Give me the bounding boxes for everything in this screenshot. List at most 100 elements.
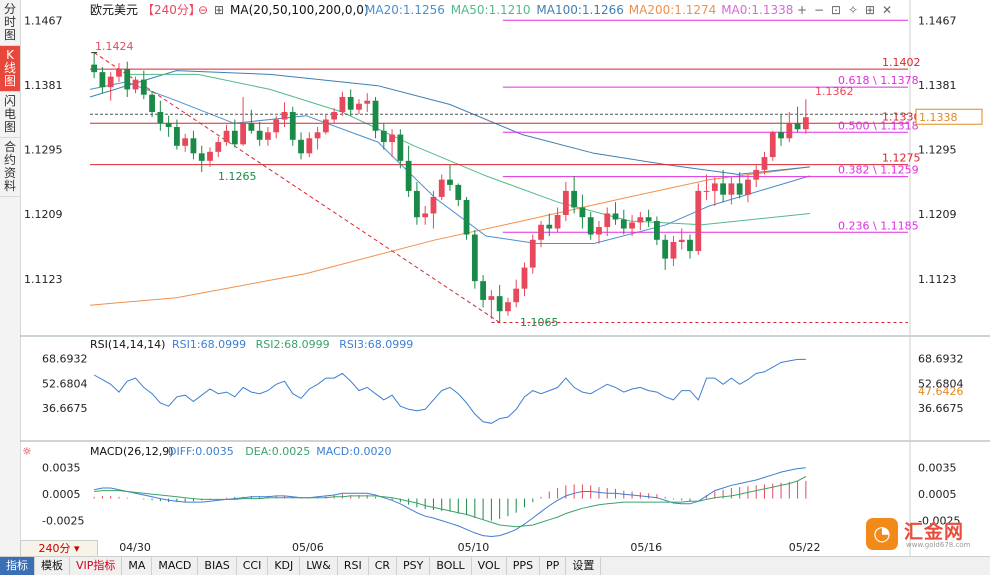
candle [786, 123, 793, 139]
fib-label-1: 0.618 \ 1.1378 [838, 74, 919, 87]
tab-lw[interactable]: LW& [300, 557, 338, 575]
candle [107, 76, 114, 88]
tab-boll[interactable]: BOLL [430, 557, 472, 575]
candle [703, 190, 710, 192]
tab-cci[interactable]: CCI [237, 557, 269, 575]
candle [620, 219, 627, 229]
sidebar-tab-contract-info[interactable]: 合约资料 [0, 138, 20, 197]
price-axis-tick-4: 1.1123 [918, 273, 957, 286]
candle [174, 127, 180, 146]
tab-cr[interactable]: CR [369, 557, 398, 575]
x-axis-tick-0: 04/30 [119, 541, 151, 554]
ma-legend-0: MA20:1.1256 [365, 3, 445, 17]
candle [414, 190, 420, 218]
candle [562, 190, 569, 215]
candle [521, 267, 528, 289]
ma-settings-icon[interactable]: ⊞ [214, 3, 224, 17]
price-axis-tick-3: 1.1209 [918, 208, 957, 221]
candle [728, 183, 735, 195]
window-control-3[interactable]: ⊡ [831, 3, 841, 17]
level-label-1: 1.1330 [882, 110, 921, 123]
candle [670, 242, 677, 259]
tab-macd[interactable]: MACD [152, 557, 199, 575]
high-annotation: 1.1424 [95, 40, 134, 53]
price-axis-tick-2: 1.1295 [918, 144, 957, 157]
tab-bias[interactable]: BIAS [198, 557, 237, 575]
ma-legend-2: MA100:1.1266 [536, 3, 624, 17]
fib-label-2: 0.500 \ 1.1318 [838, 119, 919, 132]
tab-rsi[interactable]: RSI [338, 557, 369, 575]
macd-settings-icon[interactable]: ☼ [22, 445, 32, 458]
macd-legend-0: DIFF:0.0035 [168, 445, 234, 458]
candle [430, 196, 437, 214]
candle [720, 183, 726, 195]
candle [455, 184, 462, 200]
rsi-legend-1: RSI2:68.0999 [256, 338, 330, 351]
period-label: 240分 [38, 542, 71, 555]
tab-pps[interactable]: PPS [507, 557, 541, 575]
price-axis-left-tick-1: 1.1381 [24, 79, 63, 92]
tab-vip-indicators[interactable]: VIP指标 [70, 557, 123, 575]
candle [604, 213, 611, 228]
candle [471, 234, 478, 282]
candle [289, 111, 296, 140]
candle [314, 132, 321, 139]
candle [116, 69, 122, 77]
tab-ma[interactable]: MA [122, 557, 153, 575]
candle [240, 123, 246, 145]
candle [322, 119, 329, 133]
macd-title: MACD(26,12,9) [90, 445, 174, 458]
rsi-axis-left-tick-2: 36.6675 [42, 402, 88, 415]
candle [496, 296, 503, 312]
crosshair-toggle-icon[interactable]: ⊖ [198, 3, 208, 17]
candle [695, 190, 702, 252]
tab-templates[interactable]: 模板 [35, 557, 70, 575]
candle [405, 160, 412, 191]
window-control-0[interactable]: ✕ [882, 3, 892, 17]
tab-settings[interactable]: 设置 [566, 557, 602, 575]
sidebar-tab-timeshare[interactable]: 分时图 [0, 0, 20, 46]
candle [637, 217, 644, 223]
x-axis-tick-1: 05/06 [292, 541, 324, 554]
candle [223, 130, 230, 143]
candle [149, 94, 155, 112]
candle [769, 132, 776, 158]
tab-psy[interactable]: PSY [397, 557, 431, 575]
window-control-4[interactable]: − [814, 3, 824, 17]
chart-canvas[interactable]: 欧元美元 【240分】⊖ ⊞ MA(20,50,100,200,0,0)MA20:1.… [20, 0, 990, 556]
candle [778, 132, 784, 139]
candle [91, 64, 98, 73]
candle [463, 199, 470, 235]
tab-vol[interactable]: VOL [472, 557, 507, 575]
candle [645, 217, 652, 221]
candle [480, 281, 486, 300]
candle [165, 123, 172, 128]
rsi-current-label: 47.6426 [918, 385, 964, 398]
candle [587, 217, 594, 235]
window-control-1[interactable]: ⊞ [865, 3, 875, 17]
candle [753, 169, 760, 180]
candle [612, 213, 619, 220]
ma-group-label: MA(20,50,100,200,0,0) [230, 3, 369, 17]
tab-kdj[interactable]: KDJ [268, 557, 301, 575]
candle [389, 134, 395, 143]
sidebar-tab-flash[interactable]: 闪电图 [0, 92, 20, 138]
candle [529, 239, 536, 268]
candle [364, 100, 371, 104]
window-control-2[interactable]: ✧ [848, 3, 858, 17]
rsi-axis-left-tick-1: 52.6804 [42, 377, 88, 390]
window-control-5[interactable]: + [797, 3, 807, 17]
candle [190, 138, 197, 154]
chevron-down-icon: ▾ [73, 542, 80, 555]
candle [794, 123, 801, 130]
candle [397, 134, 404, 161]
candle [372, 100, 379, 131]
macd-legend-1: DEA:0.0025 [245, 445, 310, 458]
tab-pp[interactable]: PP [540, 557, 567, 575]
tab-indicators[interactable]: 指标 [0, 557, 35, 575]
candle [339, 96, 346, 112]
candle [207, 151, 213, 161]
period-selector[interactable]: 240分 ▾ [20, 540, 98, 558]
candle [554, 214, 561, 229]
